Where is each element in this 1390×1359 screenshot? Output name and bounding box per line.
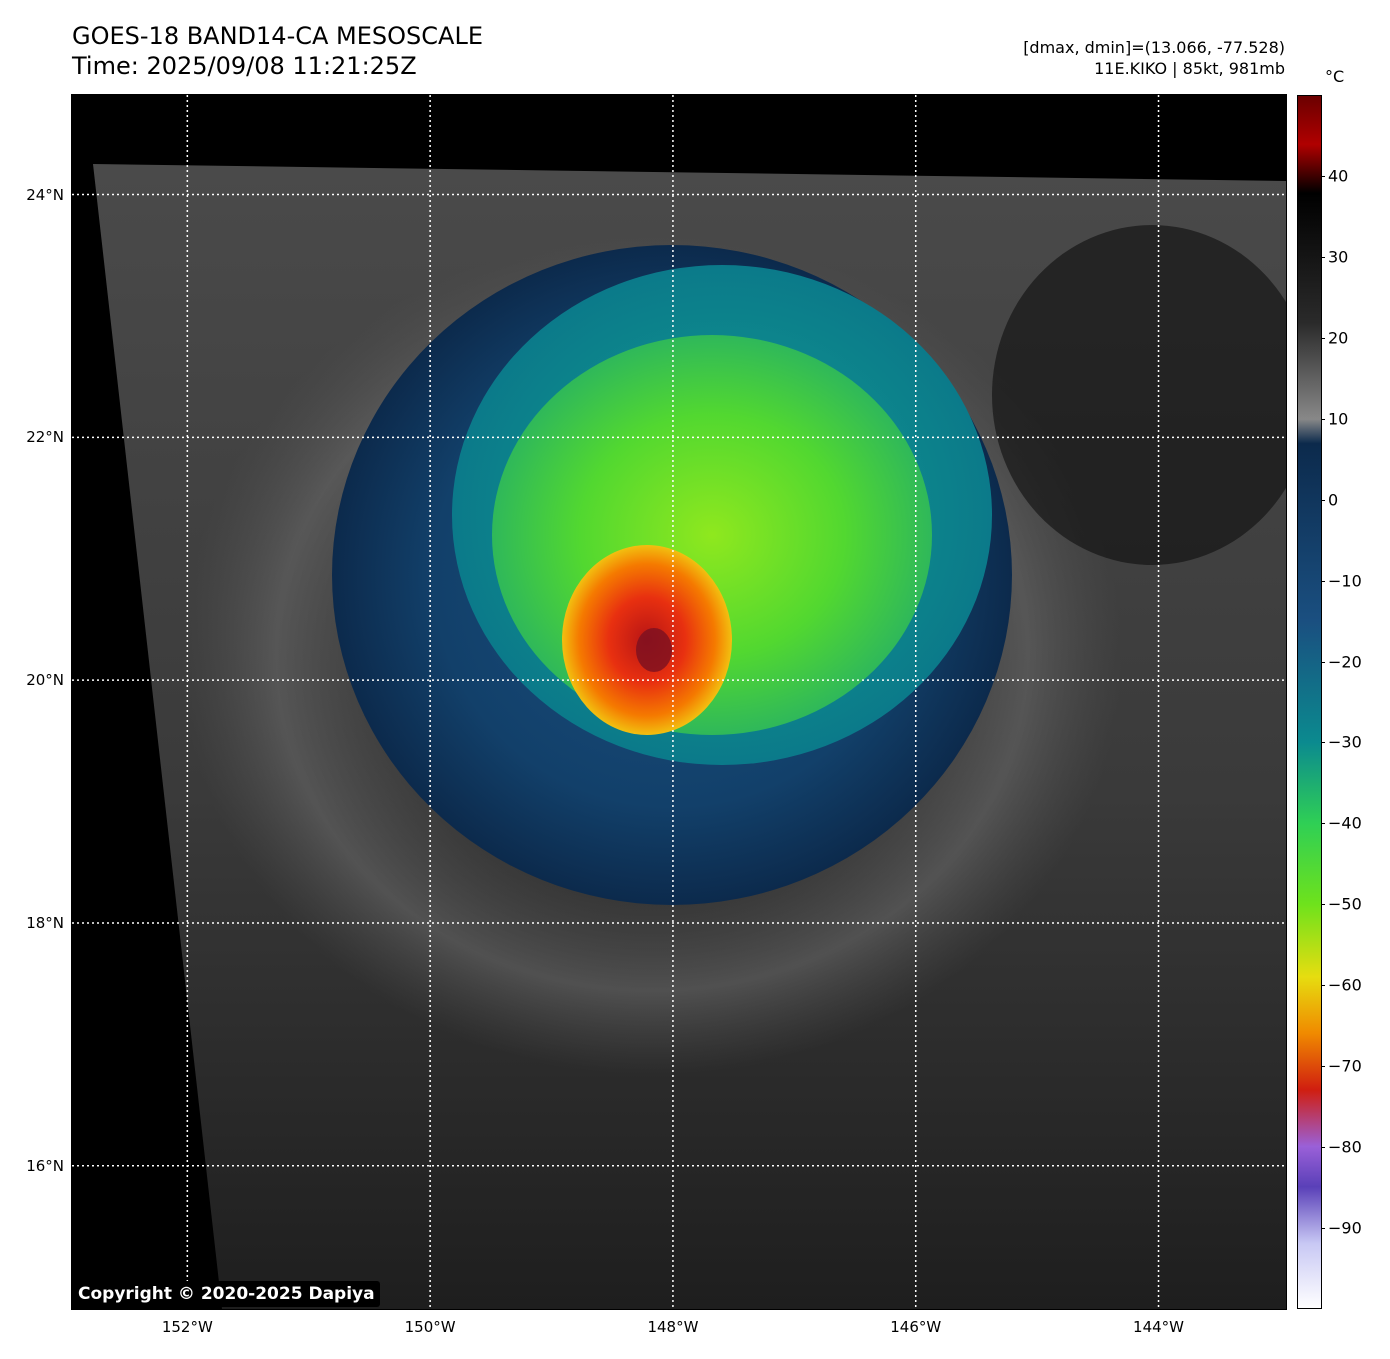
- colorbar-tick-label: −80: [1328, 1137, 1362, 1157]
- longitude-label: 152°W: [161, 1318, 213, 1336]
- northeast-cloud-deck: [992, 225, 1286, 565]
- colorbar-tick-mark: [1321, 499, 1325, 501]
- latitude-label: 22°N: [26, 428, 64, 447]
- colorbar-tick-mark: [1321, 418, 1325, 420]
- colorbar-tick-label: −30: [1328, 732, 1362, 752]
- colorbar-tick-mark: [1321, 256, 1325, 258]
- colorbar-tick-label: −10: [1328, 571, 1362, 591]
- colorbar-tick-mark: [1321, 742, 1325, 744]
- storm-coldest-spot: [636, 628, 672, 672]
- colorbar-tick-mark: [1321, 580, 1325, 582]
- colorbar-tick-label: −60: [1328, 975, 1362, 995]
- storm-info: 11E.KIKO | 85kt, 981mb: [1094, 59, 1285, 78]
- colorbar-tick-mark: [1321, 1147, 1325, 1149]
- colorbar-tick-mark: [1321, 175, 1325, 177]
- copyright-badge: Copyright © 2020-2025 Dapiya: [73, 1281, 380, 1307]
- title-line-1: GOES-18 BAND14-CA MESOSCALE: [72, 22, 483, 50]
- colorbar-tick-mark: [1321, 823, 1325, 825]
- satellite-imagery: [72, 95, 1286, 1309]
- colorbar-unit: °C: [1325, 67, 1345, 86]
- colorbar-tick-label: 0: [1328, 490, 1339, 510]
- title-line-2: Time: 2025/09/08 11:21:25Z: [72, 52, 417, 80]
- colorbar-tick-label: 20: [1328, 328, 1349, 348]
- longitude-label: 148°W: [647, 1318, 699, 1336]
- colorbar-tick-label: −40: [1328, 813, 1362, 833]
- colorbar-tick-label: −90: [1328, 1218, 1362, 1238]
- graticule: [72, 95, 1286, 1309]
- colorbar-tick-mark: [1321, 1066, 1325, 1068]
- colorbar: [1297, 95, 1322, 1309]
- latitude-label: 20°N: [26, 671, 64, 690]
- colorbar-tick-mark: [1321, 985, 1325, 987]
- colorbar-tick-label: 10: [1328, 409, 1349, 429]
- longitude-label: 146°W: [890, 1318, 942, 1336]
- colorbar-tick-label: 40: [1328, 166, 1349, 186]
- colorbar-tick-mark: [1321, 904, 1325, 906]
- longitude-label: 144°W: [1133, 1318, 1184, 1336]
- colorbar-tick-label: −20: [1328, 652, 1362, 672]
- colorbar-tick-label: 30: [1328, 247, 1349, 267]
- dmax-dmin-info: [dmax, dmin]=(13.066, -77.528): [1023, 38, 1285, 57]
- colorbar-tick-mark: [1321, 337, 1325, 339]
- colorbar-tick-mark: [1321, 1228, 1325, 1230]
- latitude-label: 24°N: [26, 185, 64, 204]
- colorbar-tick-mark: [1321, 661, 1325, 663]
- latitude-label: 16°N: [26, 1156, 64, 1175]
- satellite-map: [71, 94, 1287, 1310]
- latitude-label: 18°N: [26, 913, 64, 932]
- colorbar-tick-label: −50: [1328, 894, 1362, 914]
- longitude-label: 150°W: [404, 1318, 456, 1336]
- colorbar-tick-label: −70: [1328, 1056, 1362, 1076]
